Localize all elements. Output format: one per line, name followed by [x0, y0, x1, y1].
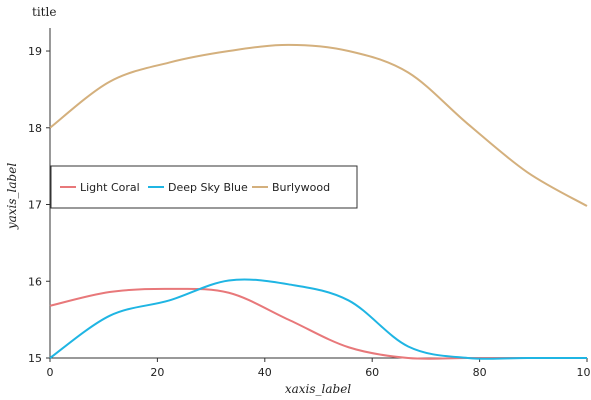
y-tick-label-4: 19	[28, 45, 42, 58]
x-tick-label-0: 0	[47, 366, 54, 379]
series-line-deep-sky-blue	[49, 278, 587, 360]
y-tick-label-0: 15	[28, 352, 42, 365]
x-axis-title: xaxis_label	[285, 382, 351, 396]
y-tick-label-2: 17	[28, 199, 42, 212]
x-tick-label-4: 80	[473, 366, 487, 379]
series-line-burlywood	[49, 43, 588, 207]
series-line-light-coral	[49, 287, 587, 360]
x-tick-label-3: 60	[365, 366, 379, 379]
series-layer	[49, 43, 588, 360]
x-tick-label-2: 40	[258, 366, 272, 379]
y-tick-label-1: 16	[28, 275, 42, 288]
y-axis-title: yaxis_label	[5, 163, 19, 230]
legend-label-0: Light Coral	[80, 181, 140, 194]
x-tick-label-5: 100	[577, 366, 591, 379]
y-tick-label-3: 18	[28, 122, 42, 135]
x-tick-label-1: 20	[150, 366, 164, 379]
legend: Light Coral Deep Sky Blue Burlywood	[50, 165, 358, 209]
legend-label-1: Deep Sky Blue	[168, 181, 248, 194]
legend-box	[50, 165, 358, 209]
legend-label-2: Burlywood	[272, 181, 330, 194]
chart-title: title	[32, 5, 56, 19]
axes: 0 20 40 60 80 100 15 16 17 18 19	[28, 28, 591, 379]
